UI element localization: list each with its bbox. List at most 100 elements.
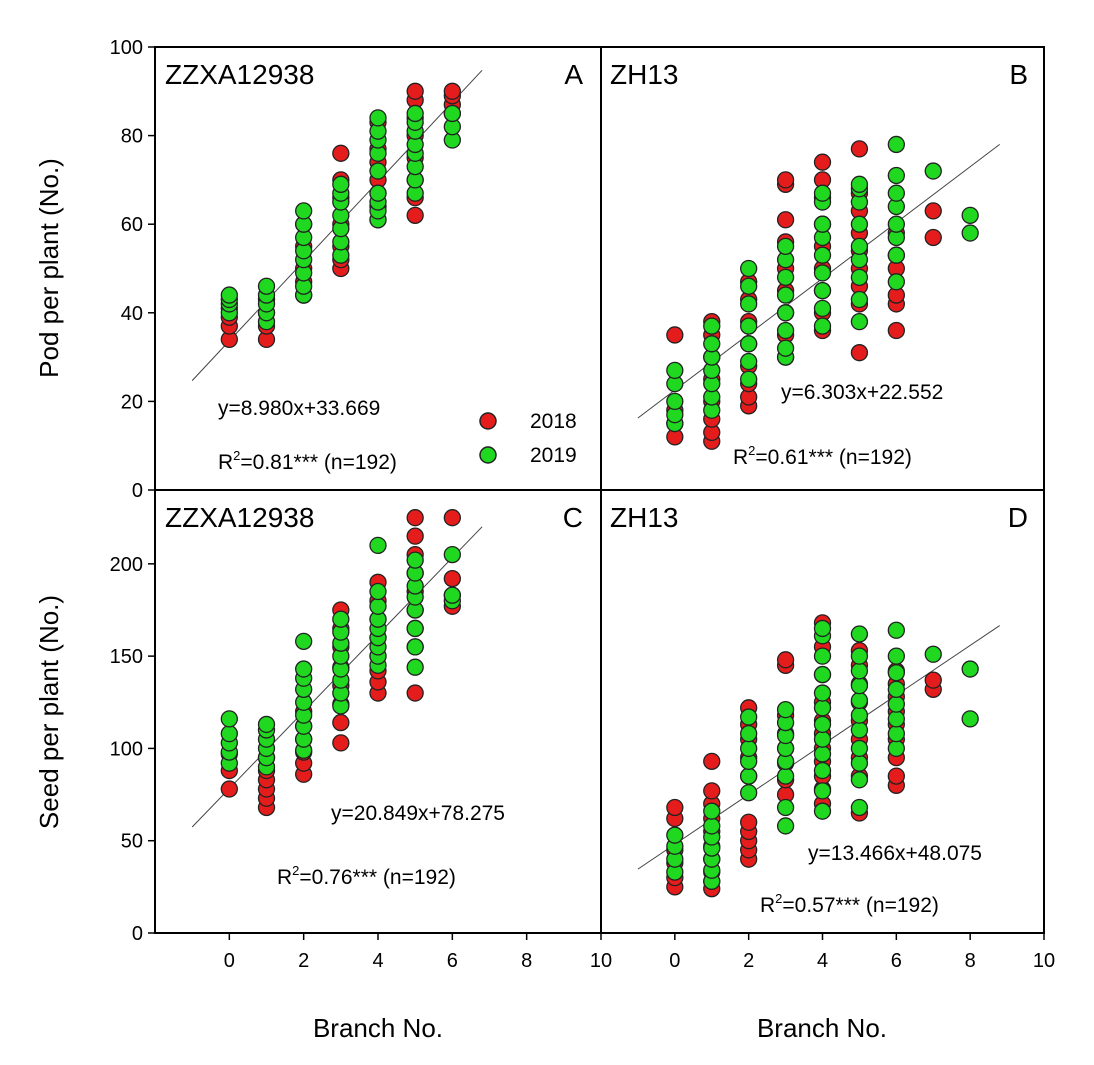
point-b-2019-29: [813, 281, 832, 300]
equation-c: y=20.849x+78.275: [331, 802, 505, 825]
point-b-2019-4: [666, 361, 684, 380]
ytick-label-a-20: 20: [121, 391, 143, 413]
panel-name-b: ZH13: [610, 59, 678, 90]
point-b-2019-41: [850, 215, 869, 233]
r2-value-b: =0.61*** (n=192): [755, 446, 911, 469]
point-d-2019-51: [887, 695, 905, 713]
point-d-2019-24: [776, 701, 795, 719]
ytick-label-a-60: 60: [121, 214, 143, 236]
xtick-label-d-8: 8: [965, 950, 976, 972]
equation-d: y=13.466x+48.075: [808, 842, 982, 865]
point-d-2019-19: [776, 767, 795, 785]
point-d-2019-15: [740, 725, 758, 743]
point-d-2019-53: [887, 664, 905, 682]
fit-line-b: [637, 143, 1001, 419]
point-b-2018-37: [813, 153, 832, 171]
point-d-2019-58: [961, 660, 979, 678]
point-b-2019-33: [813, 215, 832, 233]
r2-value-a: =0.81*** (n=192): [240, 451, 396, 474]
point-b-2019-21: [776, 321, 795, 340]
point-b-2019-46: [887, 246, 905, 264]
point-c-2019-35: [369, 582, 387, 601]
point-b-2019-17: [740, 277, 758, 295]
xtick-label-d-4: 4: [817, 950, 828, 972]
panel-letter-c: C: [563, 502, 583, 533]
point-b-2019-36: [850, 313, 869, 331]
point-d-2019-10: [703, 802, 721, 820]
point-d-2019-47: [850, 625, 869, 643]
point-a-2019-8: [257, 277, 276, 295]
point-c-2019-19: [295, 632, 313, 651]
point-c-2019-3: [220, 725, 238, 743]
point-d-2019-14: [740, 739, 758, 758]
point-c-2019-38: [406, 638, 424, 656]
point-a-2018-34: [406, 82, 424, 100]
point-b-2019-51: [887, 166, 905, 185]
equation-b: y=6.303x+22.552: [781, 381, 943, 404]
point-b-2019-52: [887, 135, 905, 154]
point-d-2018-5: [666, 798, 684, 817]
point-d-2019-41: [850, 721, 869, 739]
legend-marker-2018: [479, 412, 497, 430]
panel-name-d: ZH13: [610, 502, 678, 533]
point-c-2019-47: [443, 545, 461, 564]
point-c-2019-34: [369, 597, 387, 615]
point-b-2019-38: [850, 268, 869, 287]
r2-value-c: =0.76*** (n=192): [299, 866, 455, 889]
point-b-2018-47: [887, 321, 905, 340]
point-d-2019-31: [813, 699, 832, 717]
point-b-2019-44: [850, 175, 869, 193]
point-d-2019-45: [850, 662, 869, 680]
panel-letter-b: B: [1009, 59, 1028, 90]
ytick-label-c-100: 100: [110, 738, 143, 760]
ytick-label-a-80: 80: [121, 126, 143, 148]
point-b-2019-28: [813, 299, 832, 318]
point-d-2019-25: [813, 802, 832, 820]
point-d-2019-32: [813, 684, 832, 702]
ytick-label-a-40: 40: [121, 303, 143, 325]
point-b-2019-2: [666, 392, 684, 411]
point-d-2019-29: [813, 730, 832, 748]
point-c-2019-39: [406, 619, 424, 638]
point-b-2019-18: [740, 259, 758, 278]
point-d-2019-48: [887, 739, 905, 758]
legend-label-2019: 2019: [530, 444, 577, 467]
panel-name-c: ZZXA12938: [165, 502, 314, 533]
ytick-label-c-200: 200: [110, 554, 143, 576]
r2-c: R2=0.76*** (n=192): [277, 863, 456, 889]
ytick-label-c-50: 50: [121, 831, 143, 853]
ytick-label-c-150: 150: [110, 646, 143, 668]
point-b-2019-16: [740, 295, 758, 313]
point-b-2019-37: [850, 290, 869, 309]
r2-b: R2=0.61*** (n=192): [733, 443, 912, 469]
panel-letter-d: D: [1008, 502, 1028, 533]
ytick-label-a-100: 100: [110, 37, 143, 59]
point-d-2019-26: [813, 782, 832, 800]
point-c-2019-18: [295, 660, 313, 678]
point-d-2019-44: [850, 677, 869, 695]
point-a-2019-23: [332, 175, 350, 193]
point-a-2019-16: [295, 202, 313, 220]
point-d-2019-43: [850, 691, 869, 710]
point-b-2019-55: [961, 206, 979, 224]
xtick-label-d-10: 10: [1033, 950, 1055, 972]
point-d-2019-33: [813, 665, 832, 684]
point-d-2019-27: [813, 761, 832, 780]
equation-a: y=8.980x+33.669: [218, 397, 380, 420]
point-d-2019-9: [703, 817, 721, 835]
point-b-2019-15: [740, 317, 758, 335]
point-d-2019-52: [887, 680, 905, 698]
point-a-2018-38: [443, 82, 461, 100]
point-b-2019-54: [961, 224, 979, 242]
point-b-2019-26: [776, 237, 795, 256]
point-b-2018-54: [924, 202, 942, 220]
point-c-2018-42: [443, 569, 461, 588]
point-d-2019-50: [887, 710, 905, 728]
point-b-2018-46: [850, 140, 869, 158]
point-d-2019-28: [813, 745, 832, 763]
point-a-2019-40: [406, 104, 424, 123]
point-d-2019-34: [813, 647, 832, 665]
y-axis-title-pod: Pod per plant (No.): [34, 158, 64, 378]
